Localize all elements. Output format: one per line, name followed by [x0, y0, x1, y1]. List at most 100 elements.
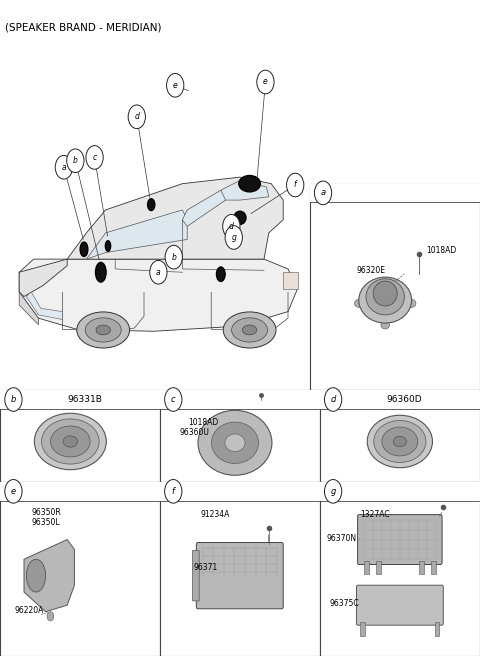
Ellipse shape — [225, 434, 245, 451]
Bar — [0, 390, 160, 409]
Bar — [364, 561, 369, 575]
Text: b: b — [171, 253, 176, 262]
Text: 96220A: 96220A — [14, 606, 44, 615]
Bar — [310, 184, 480, 390]
Bar — [160, 482, 320, 656]
Ellipse shape — [407, 299, 416, 307]
Bar — [376, 561, 381, 575]
Ellipse shape — [96, 325, 110, 335]
Ellipse shape — [77, 312, 130, 348]
Ellipse shape — [26, 559, 46, 592]
Circle shape — [165, 480, 182, 503]
Text: a: a — [321, 188, 325, 197]
Ellipse shape — [393, 436, 407, 447]
Text: g: g — [231, 233, 236, 242]
Circle shape — [128, 105, 145, 129]
Polygon shape — [182, 190, 226, 226]
Polygon shape — [221, 180, 269, 200]
Ellipse shape — [382, 427, 418, 456]
Text: (SPEAKER BRAND - MERIDIAN): (SPEAKER BRAND - MERIDIAN) — [5, 23, 161, 33]
Ellipse shape — [373, 281, 397, 306]
Text: 96375C: 96375C — [329, 598, 359, 607]
Text: 96370N: 96370N — [327, 534, 357, 543]
Polygon shape — [26, 292, 62, 319]
Circle shape — [287, 173, 304, 197]
Text: e: e — [263, 77, 268, 87]
Ellipse shape — [223, 312, 276, 348]
Ellipse shape — [381, 321, 390, 329]
Text: 96350L: 96350L — [31, 518, 60, 527]
Polygon shape — [86, 210, 187, 259]
Polygon shape — [19, 259, 298, 331]
Text: 1018AD: 1018AD — [426, 247, 456, 255]
FancyBboxPatch shape — [356, 585, 443, 625]
Ellipse shape — [216, 267, 225, 281]
Ellipse shape — [224, 220, 233, 232]
Text: c: c — [93, 153, 96, 162]
Ellipse shape — [148, 199, 155, 211]
Circle shape — [165, 388, 182, 411]
Circle shape — [5, 388, 22, 411]
Text: 1018AD: 1018AD — [189, 418, 219, 427]
Bar — [0, 482, 160, 656]
Ellipse shape — [232, 318, 268, 342]
Circle shape — [324, 480, 342, 503]
Circle shape — [55, 155, 72, 179]
Ellipse shape — [42, 419, 99, 464]
Ellipse shape — [80, 242, 88, 256]
Text: d: d — [229, 222, 234, 231]
Polygon shape — [19, 292, 38, 325]
Ellipse shape — [96, 262, 106, 282]
Circle shape — [225, 226, 242, 249]
Text: 1327AC: 1327AC — [360, 510, 390, 519]
Bar — [435, 622, 440, 636]
Ellipse shape — [85, 318, 121, 342]
Bar — [360, 622, 365, 636]
Text: g: g — [330, 487, 336, 496]
Circle shape — [165, 245, 182, 269]
Ellipse shape — [50, 426, 90, 457]
Text: f: f — [294, 180, 297, 190]
Ellipse shape — [374, 420, 426, 462]
Bar — [0, 390, 160, 482]
FancyBboxPatch shape — [358, 514, 442, 564]
Bar — [320, 482, 480, 501]
Ellipse shape — [242, 325, 257, 335]
Text: c: c — [171, 395, 176, 404]
Text: 96371: 96371 — [193, 562, 218, 571]
Bar — [283, 272, 298, 289]
Bar — [320, 390, 480, 482]
Text: 91234A: 91234A — [201, 510, 230, 519]
Circle shape — [5, 480, 22, 503]
Text: f: f — [172, 487, 175, 496]
FancyBboxPatch shape — [192, 550, 199, 601]
Circle shape — [314, 181, 332, 205]
Bar — [0, 482, 160, 501]
Text: d: d — [330, 395, 336, 404]
Text: a: a — [156, 268, 161, 277]
Bar — [160, 390, 320, 409]
Circle shape — [47, 611, 54, 621]
Ellipse shape — [63, 436, 78, 447]
Polygon shape — [24, 539, 74, 611]
Text: b: b — [73, 156, 78, 165]
Bar — [310, 184, 480, 202]
Circle shape — [167, 73, 184, 97]
Ellipse shape — [239, 175, 261, 192]
Text: d: d — [134, 112, 139, 121]
Ellipse shape — [35, 413, 107, 470]
Text: 96350R: 96350R — [31, 508, 61, 518]
Bar — [431, 561, 436, 575]
Bar — [0, 30, 480, 390]
Ellipse shape — [366, 279, 404, 315]
Text: e: e — [173, 81, 178, 90]
Text: 96331B: 96331B — [67, 395, 102, 404]
Ellipse shape — [106, 241, 110, 251]
Bar — [320, 390, 480, 409]
Circle shape — [257, 70, 274, 94]
Text: 96360D: 96360D — [387, 395, 422, 404]
Text: 96320E: 96320E — [356, 266, 385, 275]
Ellipse shape — [234, 211, 246, 224]
Circle shape — [67, 149, 84, 173]
Ellipse shape — [354, 299, 363, 307]
